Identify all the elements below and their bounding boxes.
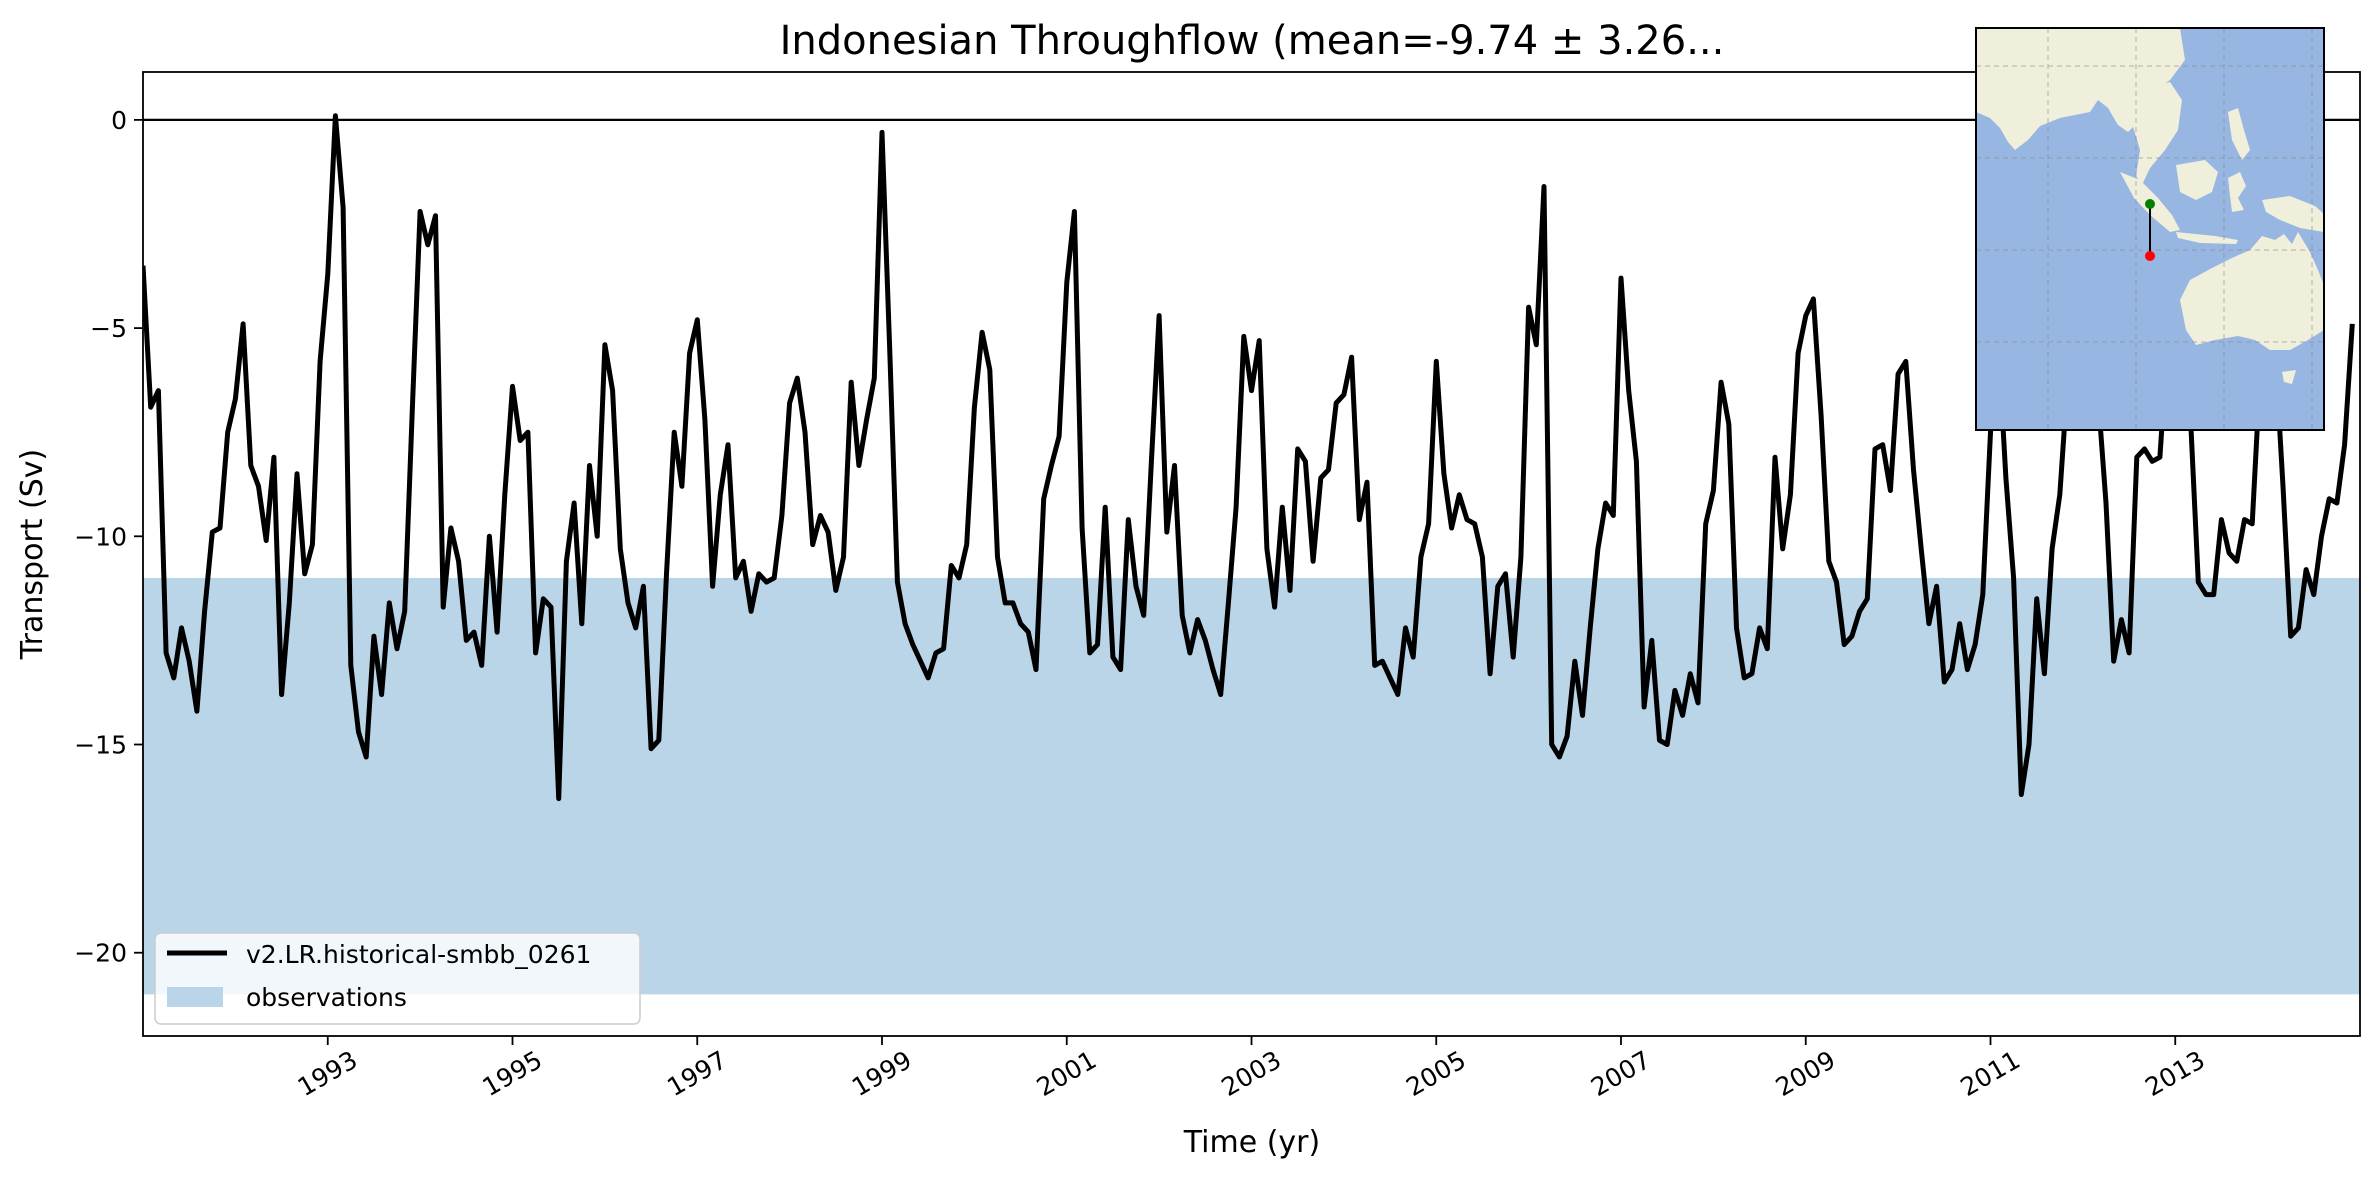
land-australia [2180, 232, 2324, 350]
map-frame [1975, 27, 2325, 431]
land-indochina [2128, 82, 2182, 185]
x-tick-label: 1999 [847, 1045, 917, 1102]
y-tick-label: 0 [111, 106, 127, 135]
x-axis-label: Time (yr) [1183, 1125, 1320, 1160]
x-axis-ticks: 1993 1995 1997 1999 2001 2003 2005 2007 2009 2011… [293, 1036, 2210, 1102]
land-philippines [2228, 108, 2250, 160]
y-tick-label: −5 [90, 314, 127, 343]
land-java [2176, 232, 2238, 244]
x-tick-label: 2009 [1771, 1045, 1841, 1102]
y-tick-label: −20 [74, 939, 127, 968]
x-tick-label: 1997 [662, 1045, 732, 1102]
chart-title: Indonesian Throughflow (mean=-9.74 ± 3.2… [780, 18, 1725, 64]
legend-box [154, 932, 641, 1025]
x-tick-label: 1993 [293, 1045, 363, 1102]
legend-swatch-observations [167, 987, 223, 1007]
inset-map [1975, 27, 2325, 431]
y-tick-label: −10 [74, 522, 127, 551]
legend-label-observations: observations [246, 983, 407, 1012]
land-borneo [2176, 160, 2218, 200]
map-gridlines [1976, 28, 2324, 430]
map-section-start-marker [2145, 199, 2155, 209]
x-tick-label: 2003 [1216, 1045, 1286, 1102]
x-tick-label: 2011 [1955, 1045, 2025, 1102]
x-tick-label: 2005 [1401, 1045, 1471, 1102]
x-tick-label: 2007 [1586, 1045, 1656, 1102]
legend: v2.LR.historical-smbb_0261 observations [154, 932, 641, 1025]
x-tick-label: 1995 [477, 1045, 547, 1102]
map-section-end-marker [2145, 251, 2155, 261]
land-sulawesi [2228, 172, 2246, 212]
y-axis-label: Transport (Sv) [15, 449, 50, 661]
legend-label-series: v2.LR.historical-smbb_0261 [246, 940, 591, 969]
observations-band [143, 577, 2360, 995]
land-tasmania [2282, 370, 2296, 384]
y-axis-ticks: 0 −5 −10 −15 −20 [74, 106, 143, 968]
series-line-v2-LR-historical-smbb-0261 [143, 113, 2355, 802]
land-new-guinea [2262, 196, 2324, 232]
x-tick-label: 2001 [1032, 1045, 1102, 1102]
x-tick-label: 2013 [2140, 1045, 2210, 1102]
y-tick-label: −15 [74, 731, 127, 760]
map-land [1976, 28, 2324, 384]
